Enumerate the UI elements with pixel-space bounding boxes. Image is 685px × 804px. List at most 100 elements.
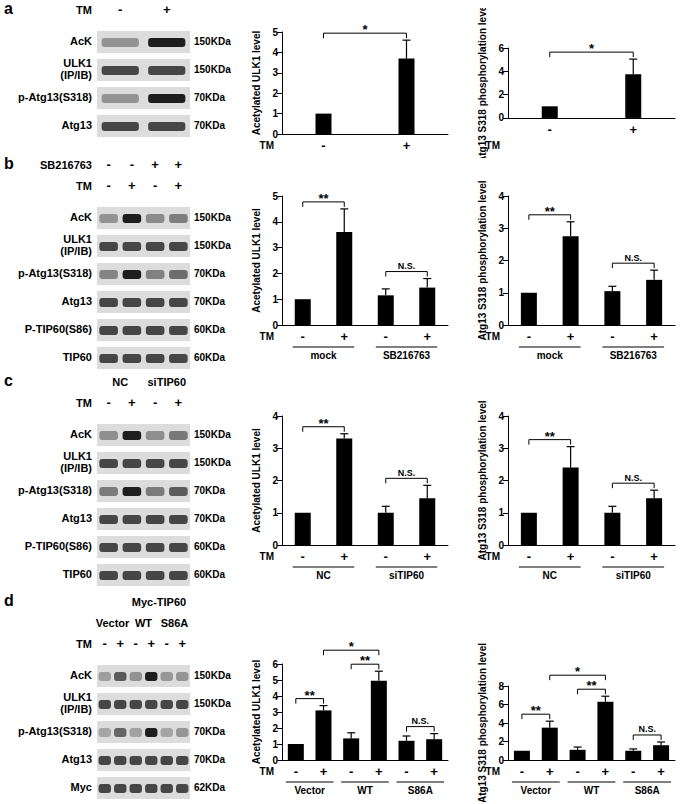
svg-text:60KDa: 60KDa (194, 541, 226, 552)
svg-text:150KDa: 150KDa (194, 64, 231, 75)
svg-text:4: 4 (272, 691, 278, 702)
svg-text:siTIP60: siTIP60 (389, 570, 424, 581)
svg-text:1: 1 (498, 287, 504, 298)
svg-text:-: - (134, 636, 138, 651)
svg-text:+: + (175, 395, 183, 410)
svg-text:-: - (610, 329, 614, 344)
svg-text:*: * (589, 41, 595, 56)
svg-text:8: 8 (498, 681, 504, 692)
svg-text:4: 4 (272, 411, 278, 422)
svg-text:0: 0 (498, 540, 504, 551)
svg-text:6: 6 (498, 699, 504, 710)
svg-text:AcK: AcK (70, 211, 92, 223)
svg-text:-: - (153, 395, 157, 410)
svg-text:3: 3 (498, 223, 504, 234)
svg-text:SB216763: SB216763 (40, 159, 92, 171)
svg-text:1: 1 (272, 739, 278, 750)
svg-text:+: + (567, 329, 575, 344)
svg-text:mock: mock (537, 350, 564, 361)
svg-text:*: * (362, 22, 368, 37)
svg-text:0: 0 (498, 755, 504, 766)
svg-text:Atg13: Atg13 (61, 753, 92, 765)
svg-text:0: 0 (498, 320, 504, 331)
svg-text:(IP/IB): (IP/IB) (60, 245, 92, 257)
svg-text:0: 0 (272, 540, 278, 551)
svg-text:TM: TM (76, 638, 92, 650)
svg-text:TM: TM (260, 551, 274, 562)
svg-text:4: 4 (272, 216, 278, 227)
svg-text:-: - (130, 157, 134, 172)
svg-text:Myc-TIP60: Myc-TIP60 (132, 596, 186, 608)
svg-text:Atg13 S318 phosphorylation lev: Atg13 S318 phosphorylation level (477, 643, 488, 802)
svg-text:+: + (546, 764, 554, 779)
svg-text:5: 5 (272, 191, 278, 202)
svg-text:-: - (301, 549, 305, 564)
svg-text:-: - (106, 157, 110, 172)
svg-text:+: + (657, 764, 665, 779)
svg-text:-: - (321, 138, 325, 153)
svg-text:-: - (520, 764, 524, 779)
svg-text:-: - (384, 329, 388, 344)
svg-text:+: + (403, 138, 411, 153)
svg-text:+: + (320, 764, 328, 779)
svg-text:Atg13: Atg13 (61, 512, 92, 524)
svg-text:+: + (375, 764, 383, 779)
svg-text:3: 3 (272, 443, 278, 454)
svg-text:4: 4 (498, 411, 504, 422)
svg-text:+: + (128, 395, 136, 410)
svg-text:4: 4 (498, 66, 504, 77)
svg-text:-: - (527, 329, 531, 344)
svg-text:TM: TM (76, 397, 92, 409)
svg-text:-: - (404, 764, 408, 779)
svg-text:(IP/IB): (IP/IB) (60, 462, 92, 474)
svg-text:**: ** (586, 678, 597, 693)
svg-text:Vector: Vector (294, 785, 325, 796)
svg-text:AcK: AcK (70, 669, 92, 681)
svg-text:-: - (349, 764, 353, 779)
svg-text:TM: TM (260, 140, 274, 151)
svg-text:WT: WT (584, 785, 600, 796)
svg-text:+: + (147, 636, 155, 651)
svg-text:3: 3 (272, 707, 278, 718)
svg-text:**: ** (531, 703, 542, 718)
svg-text:2: 2 (272, 88, 278, 99)
svg-text:NC: NC (112, 376, 128, 388)
svg-text:-: - (153, 178, 157, 193)
svg-text:Acetylated ULK1 level: Acetylated ULK1 level (251, 428, 262, 533)
svg-text:0: 0 (498, 112, 504, 123)
svg-text:N.S.: N.S. (624, 473, 642, 483)
svg-text:b: b (4, 155, 14, 172)
svg-text:+: + (175, 157, 183, 172)
svg-text:**: ** (318, 191, 329, 206)
svg-text:-: - (384, 549, 388, 564)
svg-text:AcK: AcK (70, 35, 92, 47)
svg-text:-: - (106, 178, 110, 193)
svg-text:-: - (610, 549, 614, 564)
svg-text:1: 1 (498, 507, 504, 518)
svg-text:a: a (4, 0, 13, 17)
svg-text:2: 2 (498, 255, 504, 266)
svg-text:-: - (103, 636, 107, 651)
svg-text:Acetylated ULK1 level: Acetylated ULK1 level (251, 31, 262, 136)
svg-text:-: - (527, 549, 531, 564)
svg-text:(IP/IB): (IP/IB) (60, 69, 92, 81)
svg-text:0: 0 (272, 755, 278, 766)
svg-text:3: 3 (272, 242, 278, 253)
svg-text:N.S.: N.S. (398, 468, 416, 478)
svg-text:+: + (567, 549, 575, 564)
svg-text:2: 2 (272, 475, 278, 486)
svg-text:N.S.: N.S. (624, 253, 642, 263)
svg-text:ULK1: ULK1 (63, 233, 92, 245)
svg-text:150KDa: 150KDa (194, 240, 231, 251)
svg-text:-: - (631, 764, 635, 779)
svg-text:+: + (178, 636, 186, 651)
svg-text:WT: WT (357, 785, 373, 796)
svg-text:c: c (4, 372, 13, 389)
svg-text:Atg13: Atg13 (61, 119, 92, 131)
svg-text:+: + (116, 636, 124, 651)
svg-text:+: + (650, 549, 658, 564)
svg-text:-: - (548, 122, 552, 137)
svg-text:3: 3 (272, 67, 278, 78)
svg-text:+: + (650, 329, 658, 344)
svg-text:S86A: S86A (161, 617, 189, 629)
